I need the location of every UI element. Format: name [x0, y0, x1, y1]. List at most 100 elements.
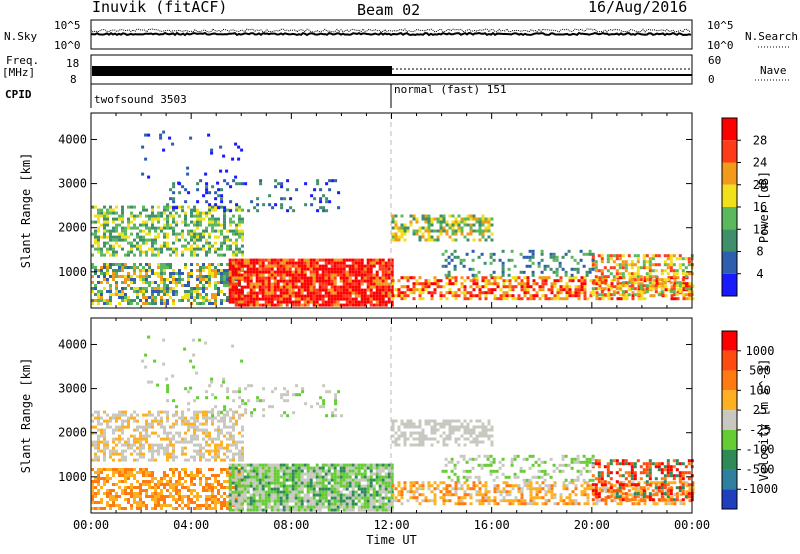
heatmap-cell — [640, 282, 644, 286]
heatmap-cell — [145, 419, 148, 423]
heatmap-cell — [118, 468, 121, 471]
heatmap-cell — [424, 288, 428, 292]
heatmap-cell — [282, 463, 286, 467]
heatmap-cell — [442, 214, 446, 218]
heatmap-cell — [427, 499, 431, 503]
heatmap-cell — [240, 258, 244, 262]
heatmap-cell — [430, 291, 434, 295]
heatmap-cell — [357, 487, 361, 491]
heatmap-cell — [124, 253, 127, 257]
heatmap-cell — [303, 300, 307, 304]
heatmap-cell — [627, 281, 631, 285]
heatmap-cell — [421, 493, 425, 497]
heatmap-cell — [540, 252, 544, 256]
heatmap-cell — [285, 475, 289, 479]
heatmap-cell — [285, 508, 289, 512]
heatmap-cell — [121, 437, 124, 441]
heatmap-cell — [241, 449, 244, 453]
heatmap-cell — [481, 425, 485, 429]
heatmap-cell — [232, 410, 235, 414]
heatmap-cell — [181, 229, 184, 233]
heatmap-cell — [283, 197, 287, 201]
heatmap-cell — [279, 508, 283, 512]
heatmap-cell — [442, 443, 446, 447]
heatmap-cell — [342, 487, 346, 491]
heatmap-cell — [250, 411, 254, 415]
heatmap-cell — [372, 463, 376, 467]
heatmap-cell — [115, 443, 118, 447]
heatmap-cell — [357, 505, 361, 509]
heatmap-cell — [250, 384, 254, 388]
heatmap-cell — [142, 269, 145, 272]
heatmap-cell — [600, 254, 604, 258]
heatmap-cell — [160, 287, 163, 290]
heatmap-cell — [499, 276, 503, 280]
heatmap-cell — [439, 229, 443, 233]
heatmap-cell — [115, 263, 118, 266]
heatmap-cell — [336, 499, 340, 503]
heatmap-cell — [478, 238, 482, 242]
heatmap-cell — [616, 279, 620, 283]
heatmap-cell — [94, 495, 97, 498]
heatmap-cell — [220, 278, 223, 281]
heatmap-cell — [133, 290, 136, 293]
heatmap-cell — [433, 279, 437, 283]
heatmap-cell — [258, 279, 262, 283]
heatmap-cell — [648, 275, 652, 279]
heatmap-cell — [217, 446, 220, 450]
heatmap-cell — [391, 214, 395, 218]
heatmap-cell — [106, 229, 109, 233]
heatmap-cell — [231, 469, 235, 473]
heatmap-cell — [154, 272, 157, 275]
heatmap-cell — [121, 226, 124, 230]
heatmap-cell — [378, 478, 382, 482]
heatmap-cell — [211, 474, 214, 477]
heatmap-cell — [205, 449, 208, 453]
heatmap-cell — [505, 291, 509, 295]
heatmap-cell — [619, 276, 623, 280]
heatmap-cell — [348, 502, 352, 506]
heatmap-cell — [106, 272, 109, 275]
heatmap-cell — [178, 416, 181, 420]
heatmap-cell — [312, 261, 316, 265]
heatmap-cell — [439, 291, 443, 295]
heatmap-cell — [205, 413, 208, 417]
heatmap-cell — [231, 273, 235, 277]
heatmap-cell — [193, 507, 196, 510]
heatmap-cell — [118, 293, 121, 296]
heatmap-cell — [172, 414, 176, 418]
heatmap-cell — [469, 502, 473, 506]
heatmap-cell — [217, 452, 220, 456]
heatmap-cell — [264, 484, 268, 488]
heatmap-cell — [163, 483, 166, 486]
heatmap-cell — [169, 486, 172, 489]
heatmap-cell — [237, 300, 241, 304]
heatmap-cell — [121, 507, 124, 510]
heatmap-cell — [217, 483, 220, 486]
heatmap-cell — [342, 291, 346, 295]
heatmap-cell — [378, 261, 382, 265]
heatmap-cell — [190, 247, 193, 251]
heatmap-cell — [249, 291, 253, 295]
heatmap-cell — [387, 487, 391, 491]
heatmap-cell — [217, 437, 220, 441]
heatmap-cell — [553, 279, 557, 283]
heatmap-cell — [276, 294, 280, 298]
heatmap-cell — [288, 484, 292, 488]
heatmap-cell — [270, 508, 274, 512]
heatmap-cell — [121, 269, 124, 272]
heatmap-cell — [124, 455, 127, 459]
heatmap-cell — [94, 299, 97, 302]
heatmap-cell — [285, 487, 289, 491]
heatmap-cell — [439, 490, 443, 494]
heatmap-cell — [172, 507, 175, 510]
heatmap-cell — [600, 290, 604, 294]
heatmap-cell — [511, 288, 515, 292]
heatmap-cell — [234, 288, 238, 292]
heatmap-cell — [412, 490, 416, 494]
heatmap-cell — [538, 285, 542, 289]
nsearch-hi-label: 10^5 — [707, 19, 734, 32]
heatmap-cell — [136, 425, 139, 429]
heatmap-cell — [321, 466, 325, 470]
heatmap-cell — [565, 282, 569, 286]
